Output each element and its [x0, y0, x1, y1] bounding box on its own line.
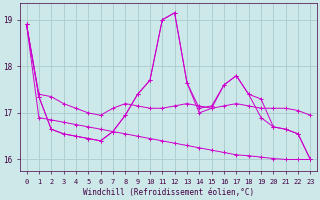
X-axis label: Windchill (Refroidissement éolien,°C): Windchill (Refroidissement éolien,°C): [83, 188, 254, 197]
